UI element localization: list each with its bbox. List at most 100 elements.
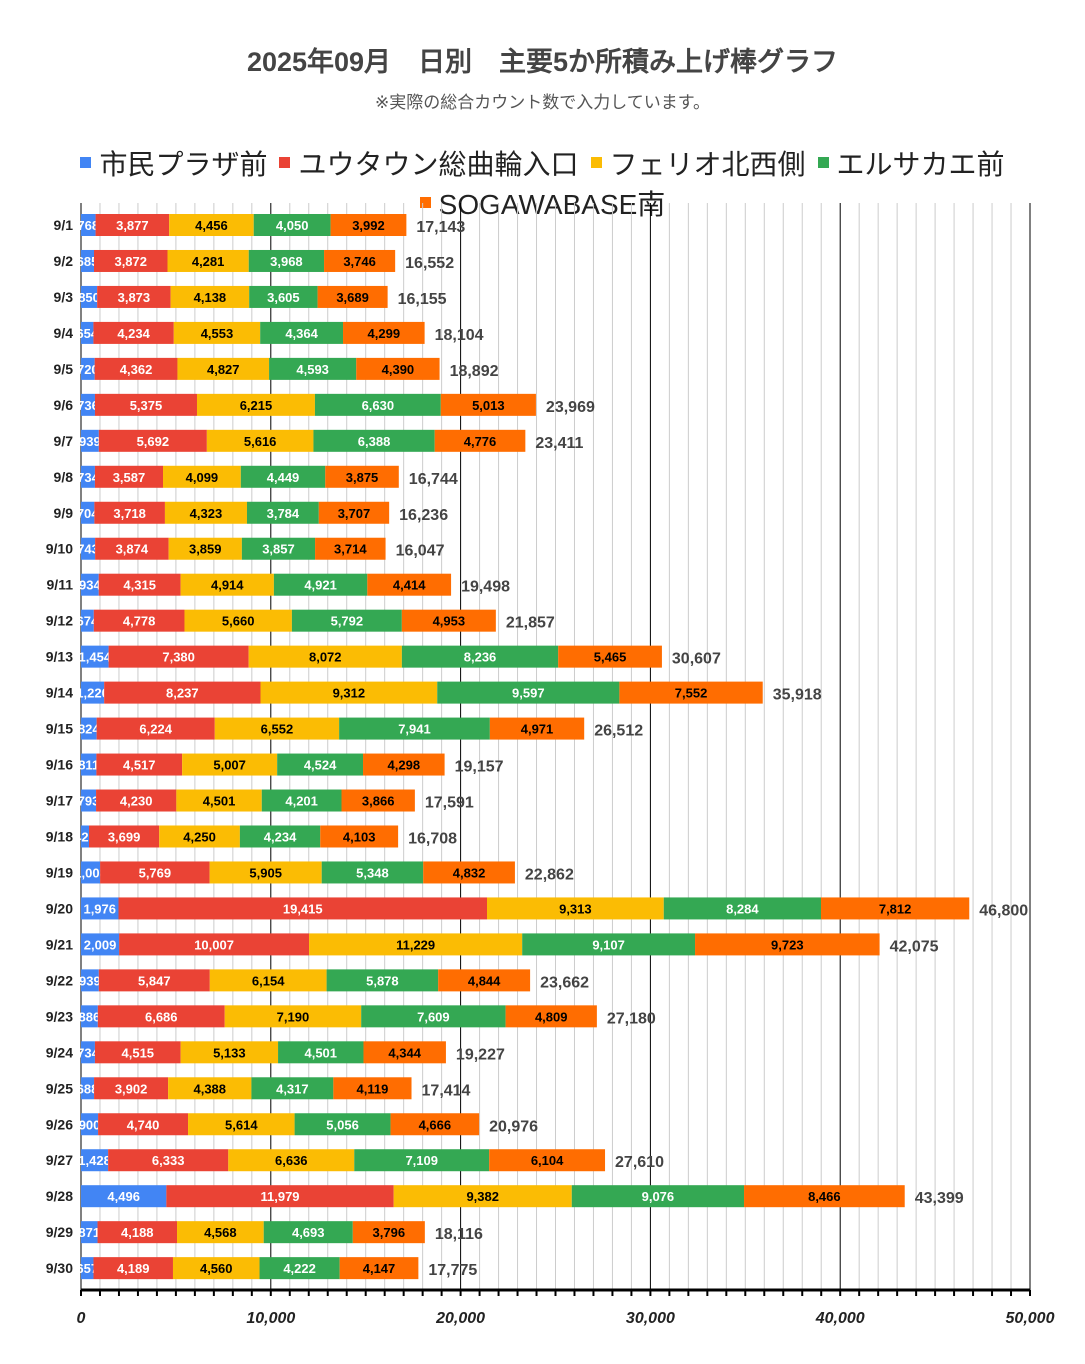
data-label: 4,832	[453, 865, 486, 880]
data-label: 871	[78, 1225, 100, 1240]
bar-segment	[315, 537, 386, 560]
legend-swatch	[817, 157, 829, 169]
y-tick-label: 9/9	[54, 505, 74, 521]
y-tick-label: 9/19	[46, 864, 73, 880]
bar-segment	[314, 393, 441, 416]
data-label: 7,941	[398, 722, 431, 737]
bar-segment	[81, 897, 119, 920]
bar-segment	[318, 501, 390, 524]
bar-segment	[81, 357, 95, 380]
bar-segment	[361, 1005, 506, 1028]
data-label: 4,364	[285, 326, 318, 341]
data-label: 8,072	[309, 650, 342, 665]
y-tick-label: 9/26	[46, 1116, 73, 1132]
x-tick-label: 50,000	[1006, 1310, 1055, 1327]
y-tick-label: 9/21	[46, 936, 73, 952]
total-label: 16,708	[408, 830, 457, 847]
total-label: 18,116	[435, 1226, 483, 1243]
total-label: 23,969	[546, 399, 595, 416]
bar-segment	[96, 717, 215, 740]
total-label: 46,800	[979, 902, 1028, 919]
data-label: 2,009	[84, 937, 117, 952]
legend-item: ユウタウン総曲輪入口	[279, 145, 579, 185]
data-label: 4,222	[283, 1261, 316, 1276]
bar-segment	[81, 1185, 167, 1208]
legend-label: エルサカエ前	[836, 149, 1005, 180]
bar-segment	[108, 1149, 229, 1172]
y-tick-label: 9/3	[54, 289, 74, 305]
data-label: 5,616	[244, 434, 277, 449]
total-label: 16,744	[409, 471, 458, 488]
bar-segment	[209, 861, 322, 884]
bar-segment	[89, 825, 160, 848]
bar-segment	[401, 645, 559, 668]
data-label: 5,614	[225, 1117, 258, 1132]
bar-segment	[260, 681, 438, 704]
bar-segment	[96, 789, 177, 812]
bar-segment	[261, 789, 342, 812]
data-label: 4,809	[535, 1009, 568, 1024]
y-tick-label: 9/5	[54, 361, 74, 377]
data-label: 5,056	[326, 1117, 359, 1132]
bar-segment	[172, 1257, 260, 1280]
bar-segment	[438, 969, 531, 992]
y-tick-label: 9/28	[46, 1188, 73, 1204]
data-label: 704	[77, 506, 99, 521]
total-label: 16,236	[399, 507, 448, 524]
total-label: 16,047	[396, 543, 445, 560]
y-tick-label: 9/8	[54, 469, 74, 485]
bar-segment	[558, 645, 662, 668]
bar-segment	[94, 249, 168, 272]
y-tick-label: 9/17	[46, 793, 73, 809]
data-label: 4,317	[276, 1081, 309, 1096]
data-label: 7,190	[277, 1009, 310, 1024]
y-tick-label: 9/10	[46, 541, 73, 557]
bar-segment	[94, 393, 197, 416]
bar-segment	[356, 357, 440, 380]
x-tick-label: 40,000	[815, 1310, 865, 1327]
data-label: 5,375	[130, 398, 163, 413]
bar-segment	[81, 609, 94, 632]
data-label: 4,971	[521, 722, 554, 737]
data-label: 3,877	[116, 218, 149, 233]
bar-segment	[159, 825, 240, 848]
data-label: 4,323	[190, 506, 223, 521]
data-label: 4,201	[285, 794, 318, 809]
bar-segment	[309, 933, 523, 956]
data-label: 4,553	[201, 326, 234, 341]
bar-segment	[228, 1149, 355, 1172]
data-label: 4,234	[264, 829, 297, 844]
bar-segment	[326, 969, 439, 992]
bar-segment	[169, 214, 254, 236]
data-label: 6,333	[152, 1153, 185, 1168]
bar-segment	[240, 465, 326, 488]
legend-item: フェリオ北西側	[590, 145, 806, 185]
data-label: 4,414	[393, 578, 426, 593]
total-label: 17,775	[428, 1262, 477, 1279]
data-label: 793	[78, 794, 100, 809]
data-label: 4,234	[117, 326, 150, 341]
bar-segment	[93, 321, 174, 344]
total-label: 42,075	[890, 938, 939, 955]
data-label: 736	[77, 398, 99, 413]
total-label: 19,227	[456, 1046, 505, 1063]
bar-segment	[248, 249, 325, 272]
data-label: 3,718	[113, 506, 146, 521]
legend-label: ユウタウン総曲輪入口	[298, 149, 579, 180]
bar-segment	[94, 357, 178, 380]
bar-segment	[97, 285, 171, 308]
data-label: 7,609	[417, 1009, 450, 1024]
bar-segment	[363, 1041, 446, 1064]
data-label: 1,976	[83, 901, 116, 916]
data-label: 3,689	[336, 290, 369, 305]
data-label: 9,312	[333, 686, 366, 701]
data-label: 4,281	[192, 254, 225, 269]
bar-segment	[100, 861, 210, 884]
data-label: 3,699	[108, 829, 141, 844]
bar-segment	[95, 537, 169, 560]
bar-segment	[81, 537, 96, 560]
y-tick-label: 9/22	[46, 972, 73, 988]
bar-segment	[239, 825, 321, 848]
data-label: 4,778	[123, 614, 156, 629]
bar-segment	[95, 214, 170, 236]
